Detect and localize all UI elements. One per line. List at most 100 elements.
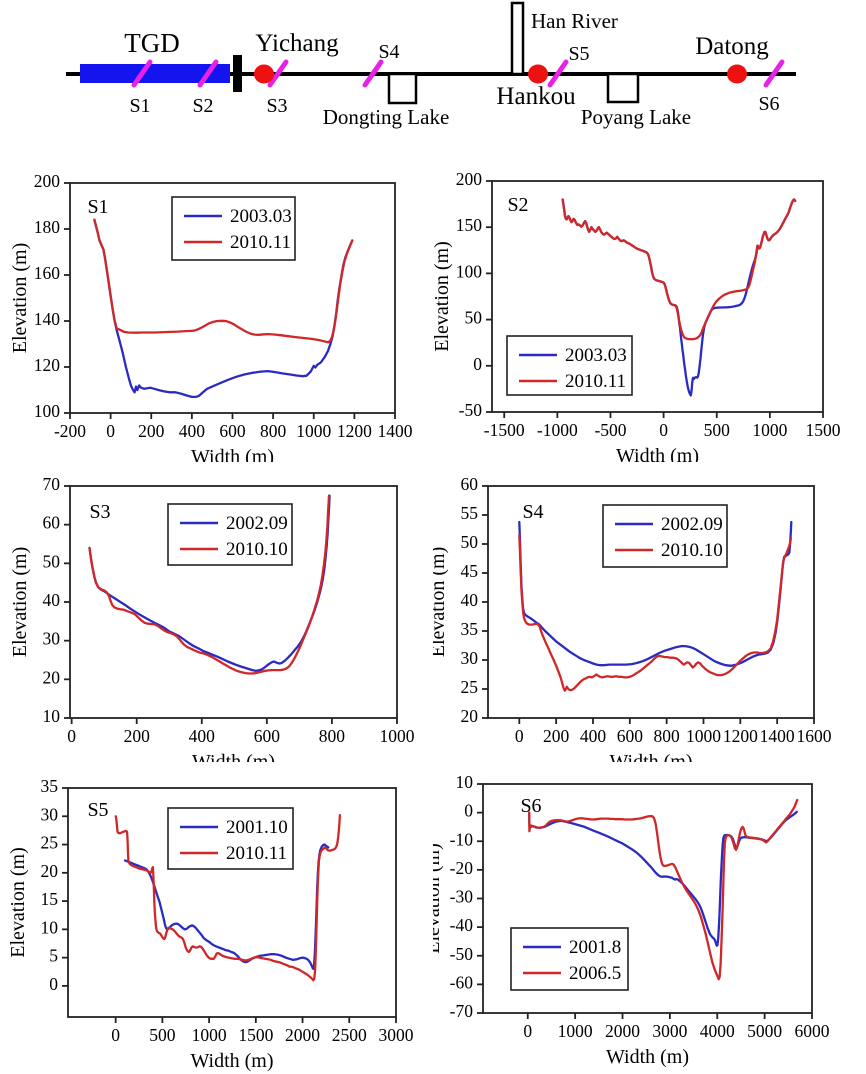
y-tick-label: 50 (43, 551, 61, 571)
x-axis-title: Width (m) (606, 1046, 689, 1068)
y-tick-label: 100 (456, 261, 483, 281)
x-tick-label: 1500 (238, 1025, 273, 1045)
y-tick-label: 0 (464, 801, 473, 821)
y-tick-label: 60 (461, 474, 479, 494)
x-tick-label: 2000 (605, 1021, 640, 1041)
y-tick-label: -20 (450, 858, 474, 878)
y-tick-label: 20 (43, 667, 61, 687)
y-tick-label: -10 (450, 829, 474, 849)
x-tick-label: 1000 (192, 1025, 227, 1045)
y-tick-label: 180 (34, 217, 61, 237)
x-tick-label: 600 (254, 726, 281, 746)
x-tick-label: 1400 (378, 421, 413, 441)
x-axis-title: Width (m) (192, 751, 275, 762)
section-label-s1: S1 (129, 95, 150, 117)
plot-border (67, 787, 397, 1018)
series-older (93, 218, 354, 399)
y-tick-label: 10 (41, 917, 59, 937)
lake-dongting (387, 72, 418, 105)
legend-box (510, 927, 629, 991)
y-tick-label: 100 (34, 401, 61, 421)
x-tick-label: 1000 (380, 726, 415, 746)
x-tick-label: 600 (617, 726, 644, 746)
city-dot-hankou (528, 64, 548, 84)
section-label-s2: S2 (192, 95, 213, 117)
y-tick-label: 35 (461, 619, 479, 639)
legend-label: 2003.03 (565, 345, 627, 366)
series-newer (88, 494, 331, 675)
legend-label: 2001.10 (226, 817, 288, 838)
city-label-hankou: Hankou (496, 83, 576, 110)
legend-box (167, 807, 294, 870)
series-newer (561, 198, 797, 341)
x-axis-title: Width (m) (191, 446, 274, 462)
y-tick-label: 60 (43, 513, 61, 533)
y-tick-label: 20 (461, 706, 479, 726)
legend-label: 2010.10 (226, 539, 288, 560)
legend-box (171, 196, 296, 261)
legend-label: 2002.09 (661, 514, 723, 535)
y-axis-title: Elevation (m) (9, 547, 31, 658)
panel-label: S5 (87, 799, 108, 821)
chart-s6: -70 -60 -50 -40 -30 -20 -10 0 10 0 1000 2000 3000 400… (433, 772, 830, 1068)
legend-label: 2010.11 (230, 232, 291, 253)
x-tick-label: 0 (67, 726, 76, 746)
x-tick-label: 600 (219, 421, 246, 441)
x-tick-label: 0 (515, 726, 524, 746)
x-tick-label: 1000 (752, 420, 787, 440)
legend-box (167, 503, 293, 566)
river-schematic: Han River Dongting Lake Poyang Lake TGD S1 S2… (66, 1, 796, 129)
y-axis-title: Elevation (m) (433, 241, 453, 352)
y-tick-label: 160 (34, 263, 61, 283)
section-slash-s5 (547, 59, 569, 88)
y-tick-label: 50 (461, 532, 479, 552)
x-tick-label: 1600 (797, 726, 832, 746)
chart-s1: 100 120 140 160 180 200 -200 0 200 400 600 800 1000 1… (9, 171, 413, 462)
panel-label: S6 (520, 795, 541, 817)
y-tick-label: 30 (461, 648, 479, 668)
x-tick-label: -1500 (484, 420, 525, 440)
y-tick-label: -50 (459, 400, 483, 420)
x-tick-label: 1000 (686, 726, 721, 746)
y-tick-label: 150 (456, 215, 483, 235)
x-tick-label: 500 (704, 420, 731, 440)
section-label-s6: S6 (758, 93, 779, 115)
x-tick-label: 1000 (558, 1021, 593, 1041)
legend-label: 2003.03 (230, 206, 292, 227)
series-newer (528, 798, 799, 981)
x-tick-label: 2000 (285, 1025, 320, 1045)
section-label-s4: S4 (378, 41, 399, 63)
y-tick-label: 50 (465, 308, 483, 328)
x-tick-label: 200 (138, 421, 165, 441)
chart-s3: 10 20 30 40 50 60 70 0 200 400 600 800 1000 Width (m)… (9, 474, 415, 762)
city-dot-yichang (254, 64, 274, 84)
section-label-s3: S3 (266, 95, 287, 117)
y-tick-label: 120 (34, 355, 61, 375)
x-tick-label: 5000 (747, 1021, 782, 1041)
y-tick-label: 200 (456, 169, 483, 189)
y-tick-label: -40 (450, 915, 474, 935)
y-axis-title: Elevation (m) (433, 843, 444, 954)
y-tick-label: 35 (41, 776, 59, 796)
x-tick-label: 1000 (296, 421, 331, 441)
x-tick-label: 2500 (332, 1025, 367, 1045)
dam-bar (233, 55, 242, 92)
tgd-reservoir (80, 64, 230, 83)
y-tick-label: 10 (43, 706, 61, 726)
legend-label: 2002.09 (226, 513, 288, 534)
lake-label: Poyang Lake (581, 105, 691, 129)
x-tick-label: 1500 (806, 420, 841, 440)
y-axis-title: Elevation (m) (7, 847, 29, 958)
section-label-s5: S5 (568, 43, 589, 65)
series-newer (518, 534, 793, 692)
x-tick-label: 0 (111, 1025, 120, 1045)
legend-box (602, 504, 728, 568)
x-tick-label: 1200 (723, 726, 758, 746)
city-dot-datong (727, 64, 747, 84)
y-tick-label: 40 (461, 590, 479, 610)
y-tick-label: 140 (34, 309, 61, 329)
x-tick-label: 500 (149, 1025, 176, 1045)
